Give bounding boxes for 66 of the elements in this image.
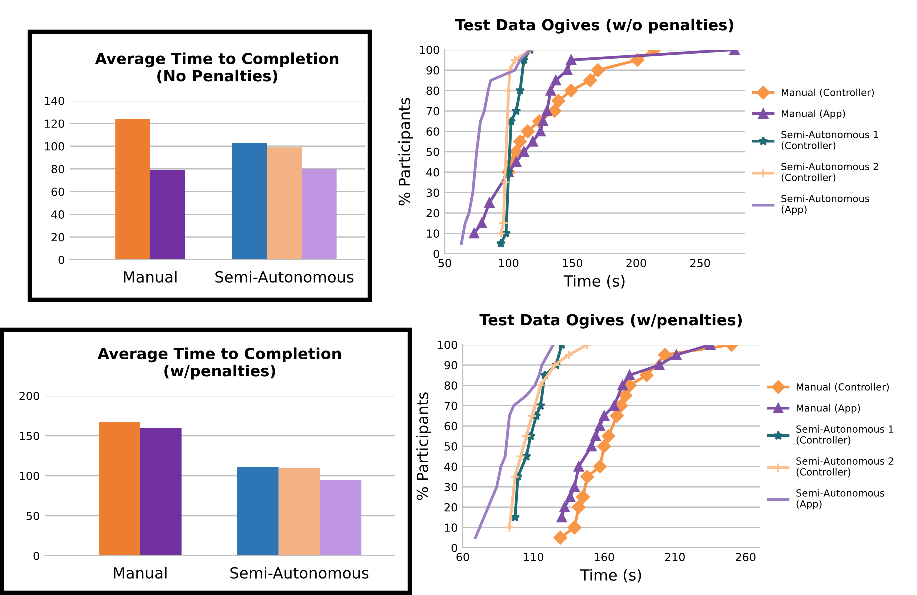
chart-title: Average Time to Completion (w/penalties) [98, 348, 342, 380]
legend-label: Semi-Autonomous (App) [796, 489, 884, 510]
chart-title: Test Data Ogives (w/penalties) [480, 314, 742, 329]
y-tick-label: 30 [444, 483, 458, 492]
x-tick-label: 110 [524, 553, 544, 562]
y-tick-label: 100 [45, 142, 64, 151]
x-tick-label: 100 [499, 259, 519, 268]
y-tick-label: 50 [444, 442, 458, 451]
y-tick-label: 10 [445, 524, 458, 532]
y-tick-label: 70 [426, 107, 440, 116]
x-tick-label: Semi-Autonomous [230, 567, 369, 579]
x-tick-label: 210 [665, 553, 686, 562]
y-tick-label: 0 [34, 552, 40, 560]
legend-label: Manual (App) [782, 110, 846, 120]
y-tick-label: 50 [26, 512, 40, 520]
legend-label: Semi-Autonomous (App) [782, 194, 870, 216]
legend-label: Manual (App) [796, 404, 860, 414]
legend-label: Semi-Autonomous 1 (Controller) [782, 130, 878, 151]
legend-label: Manual (Controller) [782, 88, 874, 98]
y-tick-label: 90 [426, 66, 440, 75]
y-tick-label: 80 [52, 165, 64, 174]
y-tick-label: 90 [444, 361, 458, 370]
y-tick-label: 0 [58, 256, 64, 264]
legend-label: Manual (Controller) [796, 383, 890, 392]
y-tick-label: 120 [45, 120, 64, 128]
y-tick-label: 200 [20, 392, 40, 400]
y-tick-label: 70 [444, 402, 458, 410]
legend-label: Semi-Autonomous 2 (Controller) [782, 162, 878, 182]
x-axis-title: Time (s) [564, 275, 625, 289]
chart-title: Test Data Ogives (w/o penalties) [455, 18, 734, 34]
y-tick-label: 30 [426, 188, 440, 198]
y-tick-label: 0 [434, 250, 440, 258]
y-tick-label: 10 [427, 230, 440, 238]
y-tick-label: 80 [426, 86, 440, 96]
y-tick-label: 40 [52, 210, 64, 219]
y-tick-label: 100 [438, 340, 458, 350]
y-tick-label: 60 [52, 188, 64, 196]
y-axis-title: % Participants [416, 392, 432, 500]
x-tick-label: 200 [626, 259, 646, 268]
y-tick-label: 140 [45, 96, 64, 106]
y-tick-label: 60 [444, 422, 458, 431]
y-tick-label: 40 [444, 462, 458, 472]
y-axis-title: % Participants [398, 98, 414, 206]
x-tick-label: 250 [690, 259, 710, 268]
y-tick-label: 80 [444, 382, 458, 390]
chart-title: Average Time to Completion (No Penalties) [95, 52, 339, 84]
x-tick-label: 60 [456, 553, 470, 562]
x-tick-label: Manual [124, 271, 177, 283]
x-axis-title: Time (s) [580, 569, 642, 583]
x-tick-label: Semi-Autonomous [216, 271, 354, 283]
legend-label: Semi-Autonomous 2 (Controller) [796, 457, 894, 477]
y-tick-label: 20 [444, 503, 458, 512]
y-tick-label: 150 [20, 432, 40, 440]
legend-label: Semi-Autonomous 1 (Controller) [796, 425, 894, 446]
y-tick-label: 40 [426, 168, 440, 177]
x-tick-label: 160 [595, 553, 614, 562]
y-tick-label: 60 [426, 128, 440, 136]
y-tick-label: 50 [426, 148, 440, 156]
y-tick-label: 0 [452, 544, 458, 552]
y-tick-label: 100 [420, 46, 440, 54]
y-tick-label: 100 [20, 472, 40, 480]
x-tick-label: 150 [563, 259, 583, 268]
x-tick-label: Manual [114, 567, 167, 579]
x-tick-label: 260 [736, 553, 756, 562]
y-tick-label: 20 [52, 233, 64, 242]
y-tick-label: 20 [426, 209, 440, 218]
